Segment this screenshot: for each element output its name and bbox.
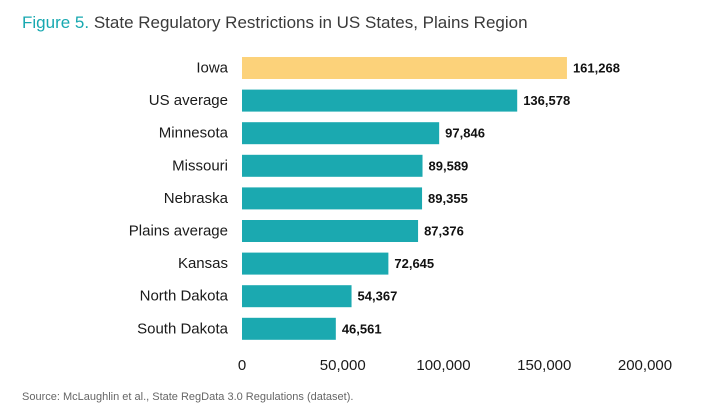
category-label: Nebraska [164,190,229,207]
bar [242,154,423,177]
x-tick-label: 0 [238,357,246,374]
bar [242,89,518,112]
bar [242,220,419,242]
chart-title: Figure 5. State Regulatory Restrictions … [22,13,528,33]
category-label: Plains average [129,223,228,240]
value-label: 72,645 [394,256,434,271]
figure-title: State Regulatory Restrictions in US Stat… [93,13,528,32]
bar [242,252,389,275]
bar [242,57,567,79]
value-label: 89,589 [429,158,469,173]
x-tick-label: 200,000 [618,357,672,374]
bar [242,187,423,210]
x-tick-label: 100,000 [416,357,470,374]
value-label: 136,578 [523,93,570,108]
bar [242,122,440,145]
x-tick-label: 150,000 [517,357,571,374]
value-label: 97,846 [445,126,485,141]
category-label: North Dakota [140,288,229,305]
value-label: 161,268 [573,61,620,76]
figure-number: Figure 5. [22,13,90,32]
source-note: Source: McLaughlin et al., State RegData… [22,391,354,403]
value-label: 89,355 [428,191,468,206]
category-label: South Dakota [137,320,229,337]
bar [242,285,352,308]
bar-chart: Iowa 161,268 US average 136,578 Minnesota 97,… [129,57,672,374]
category-label: Missouri [172,157,228,174]
value-label: 54,367 [358,289,398,304]
value-label: 46,561 [342,321,382,336]
category-label: Minnesota [159,125,229,142]
category-label: Iowa [196,60,228,77]
bar [242,317,336,340]
value-label: 87,376 [424,224,464,239]
x-tick-label: 50,000 [320,357,366,374]
category-label: US average [149,92,228,109]
category-label: Kansas [178,255,228,272]
